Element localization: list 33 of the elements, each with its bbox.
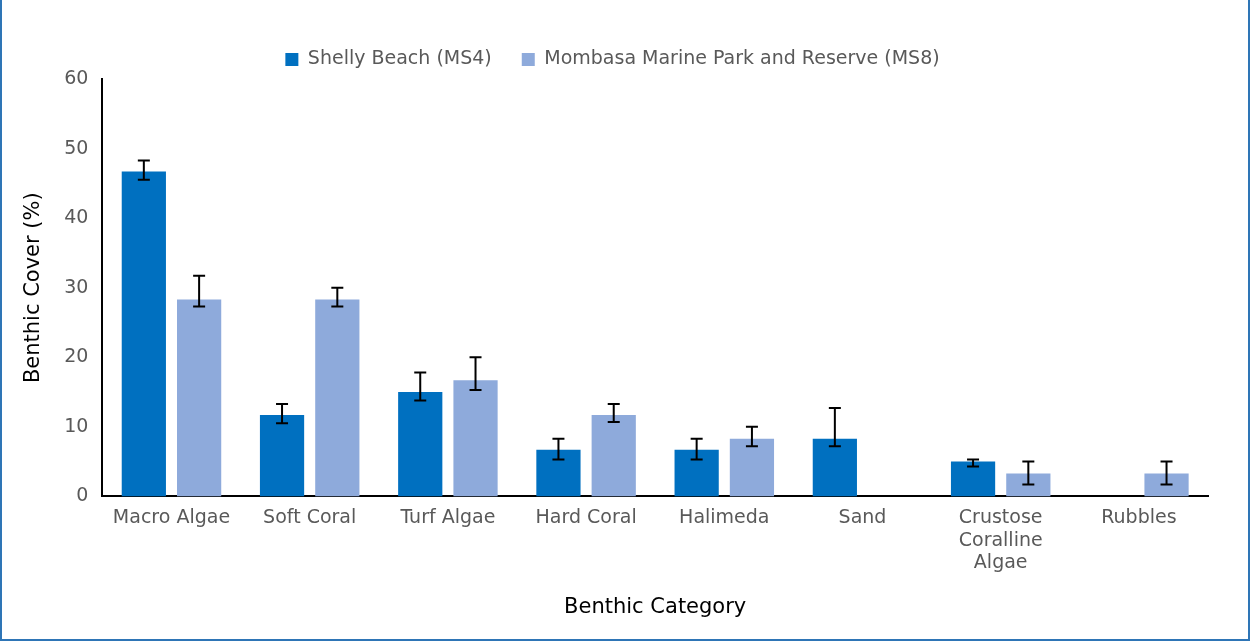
y-tick-label: 60 bbox=[64, 65, 89, 88]
bar bbox=[398, 392, 443, 497]
bar bbox=[812, 438, 857, 497]
x-axis-title: Benthic Category bbox=[564, 593, 747, 618]
bar bbox=[1144, 473, 1189, 497]
bar bbox=[729, 438, 775, 497]
bar bbox=[453, 380, 498, 497]
x-tick-label: Macro Algae bbox=[112, 504, 231, 527]
x-tick-label: Rubbles bbox=[1101, 504, 1177, 527]
y-axis-title: Benthic Cover (%) bbox=[20, 192, 45, 384]
x-tick-label: Hard Coral bbox=[535, 504, 637, 527]
y-tick-label: 20 bbox=[64, 344, 89, 367]
x-tick-label: Sand bbox=[838, 504, 887, 527]
legend-label: Shelly Beach (MS4) bbox=[307, 46, 492, 69]
x-tick-label: Soft Coral bbox=[263, 504, 357, 527]
bar bbox=[674, 449, 719, 497]
y-tick-label: 30 bbox=[64, 274, 89, 297]
x-tick-label: Halimeda bbox=[679, 504, 770, 527]
legend-label: Mombasa Marine Park and Reserve (MS8) bbox=[544, 46, 940, 69]
bar bbox=[950, 461, 996, 497]
x-tick-label: Turf Algae bbox=[399, 504, 496, 527]
y-tick-label: 0 bbox=[76, 483, 89, 506]
bar bbox=[121, 171, 166, 497]
bar bbox=[1006, 473, 1051, 497]
y-tick-label: 50 bbox=[64, 135, 89, 158]
y-tick-label: 10 bbox=[64, 413, 89, 436]
bar bbox=[591, 415, 636, 497]
bar bbox=[315, 299, 360, 497]
bar bbox=[177, 299, 222, 497]
y-tick-label: 40 bbox=[64, 205, 89, 228]
bar bbox=[536, 449, 581, 497]
bar bbox=[259, 415, 305, 497]
x-tick-label: Crustose Coralline Algae bbox=[958, 504, 1043, 573]
